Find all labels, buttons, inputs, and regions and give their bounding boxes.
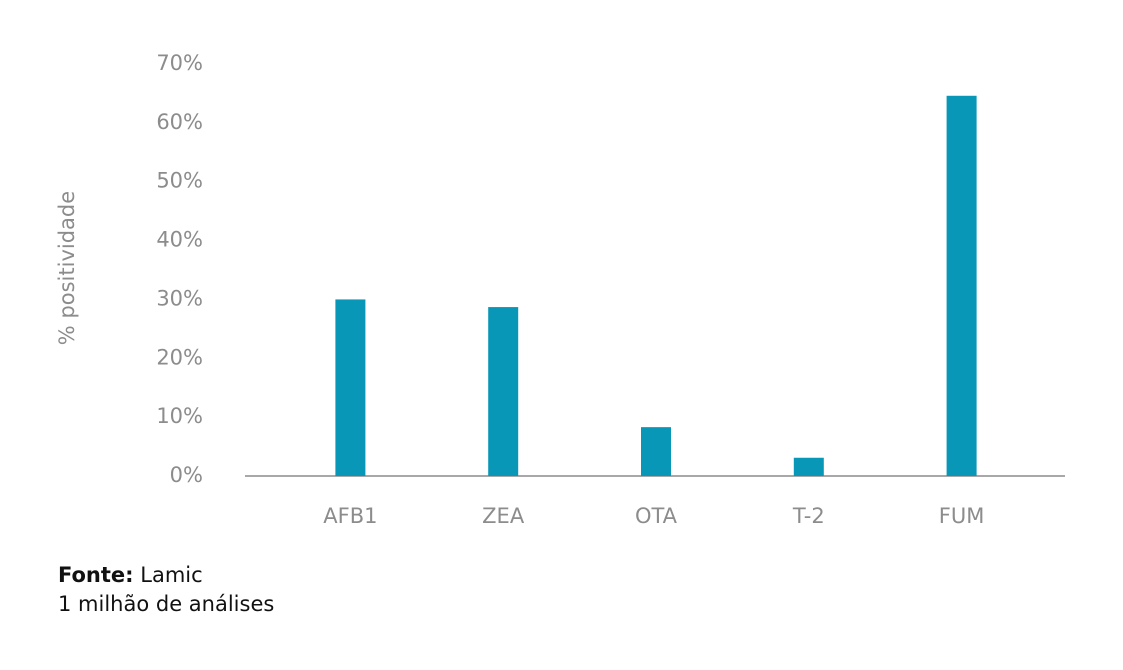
y-tick-label: 70% — [156, 51, 203, 75]
bar — [641, 427, 671, 476]
x-tick-label: OTA — [635, 504, 678, 528]
y-tick-label: 10% — [156, 404, 203, 428]
footer: Fonte: Lamic — [58, 563, 203, 587]
y-tick-label: 40% — [156, 228, 203, 252]
x-tick-label: FUM — [939, 504, 985, 528]
source: Lamic — [140, 563, 202, 587]
bar — [793, 457, 824, 476]
y-axis-label: % positividade — [55, 191, 79, 345]
source-label: Fonte: — [58, 563, 134, 587]
y-tick-label: 0% — [170, 463, 203, 487]
x-tick-label: ZEA — [482, 504, 525, 528]
bar — [335, 299, 366, 476]
bar — [488, 307, 519, 476]
y-tick-label: 50% — [156, 169, 203, 193]
y-tick-label: 60% — [156, 110, 203, 134]
y-tick-label: 30% — [156, 286, 203, 310]
x-tick-label: T-2 — [792, 504, 825, 528]
note: 1 milhão de análises — [58, 592, 274, 616]
x-tick-label: AFB1 — [323, 504, 377, 528]
y-tick-label: 20% — [156, 345, 203, 369]
bar — [946, 95, 977, 476]
